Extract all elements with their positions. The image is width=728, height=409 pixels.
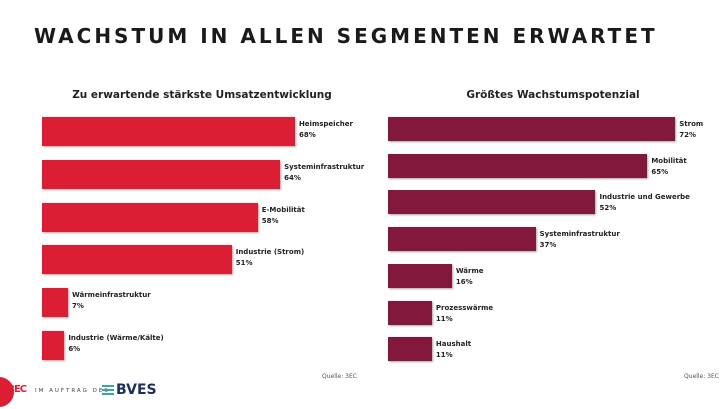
category-label: Industrie (Wärme/Kälte) <box>68 334 164 342</box>
value-label: 11% <box>435 314 453 323</box>
bar-systeminfrastruktur <box>388 227 536 252</box>
bar-wärmeinfrastruktur <box>42 288 69 318</box>
right-chart-title: Größtes Wachstumspotenzial <box>466 89 640 101</box>
bar-label: Industrie (Wärme/Kälte) 6% <box>68 333 163 355</box>
bar-e-mobilität <box>42 202 258 232</box>
category-label: Industrie (Strom) <box>235 248 305 257</box>
bar-label: Haushalt 11% <box>436 339 471 361</box>
value-label: 52% <box>599 204 617 213</box>
value-label: 72% <box>679 131 697 139</box>
bar-label: Prozesswärme 11% <box>436 303 493 325</box>
category-label: Systeminfrastruktur <box>284 162 365 171</box>
left-source: Quelle: 3EC <box>322 373 357 380</box>
value-label: 68% <box>298 131 316 139</box>
bar-label: Systeminfrastruktur 37% <box>540 229 620 251</box>
bar-label: E-Mobilität 58% <box>262 205 305 227</box>
bar-industrie-strom- <box>42 245 232 275</box>
bar-label: Industrie und Gewerbe 52% <box>599 192 689 214</box>
category-label: Haushalt <box>435 340 472 349</box>
value-label: 11% <box>435 351 453 360</box>
value-label: 16% <box>455 277 473 286</box>
bves-logo: BVES <box>116 382 157 398</box>
bar-mobilität <box>388 153 648 178</box>
category-label: Wärme <box>455 266 484 275</box>
left-chart-title: Zu erwartende stärkste Umsatzentwicklung <box>72 89 332 101</box>
bar-industrie-wärme-kälte- <box>42 331 65 360</box>
category-label: Prozesswärme <box>435 303 494 312</box>
value-label: 65% <box>651 167 669 176</box>
category-label: Systeminfrastruktur <box>539 230 620 239</box>
value-label: 6% <box>68 345 81 353</box>
bar-label: Industrie (Strom) 51% <box>236 247 304 269</box>
bar-haushalt <box>388 337 432 362</box>
value-label: 37% <box>539 241 557 250</box>
category-label: E-Mobilität <box>261 205 305 214</box>
category-label: Wärmeinfrastruktur <box>72 291 151 300</box>
bar-industrie-und-gewerbe <box>388 190 596 215</box>
bar-heimspeicher <box>42 117 295 146</box>
3ec-logo: 3EC <box>8 384 27 395</box>
category-label: Industrie und Gewerbe <box>599 193 690 202</box>
slide-title: WACHSTUM IN ALLEN SEGMENTEN ERWARTET <box>34 24 658 48</box>
logo-circle <box>0 377 14 407</box>
bar-label: Wärme 16% <box>456 266 484 288</box>
category-label: Mobilität <box>651 156 687 165</box>
value-label: 58% <box>261 216 279 225</box>
bar-label: Mobilität 65% <box>651 156 686 178</box>
bar-systeminfrastruktur <box>42 159 281 189</box>
value-label: 51% <box>235 259 253 268</box>
bar-label: Systeminfrastruktur 64% <box>284 162 364 184</box>
bar-label: Strom 72% <box>679 119 703 141</box>
category-label: Heimspeicher <box>298 120 353 128</box>
bar-prozesswärme <box>388 300 432 325</box>
category-label: Strom <box>679 120 704 128</box>
footer-tagline: IM AUFTRAG DES <box>35 388 110 394</box>
bar-label: Heimspeicher 68% <box>299 119 353 141</box>
right-source: Quelle: 3EC <box>684 373 719 380</box>
bar-wärme <box>388 263 452 288</box>
value-label: 64% <box>284 173 301 182</box>
value-label: 7% <box>72 302 84 311</box>
bar-strom <box>388 117 676 141</box>
bar-label: Wärmeinfrastruktur 7% <box>72 290 151 312</box>
bves-logo-icon <box>102 385 114 397</box>
